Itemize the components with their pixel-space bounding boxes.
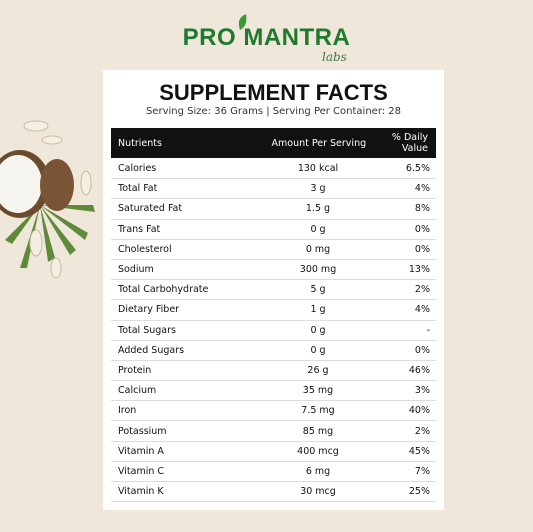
logo-text: PRO MANTRA	[182, 24, 351, 51]
table-cell: Total Sugars	[118, 324, 176, 336]
table-cell: 85 mg	[302, 425, 334, 437]
table-cell: 7.5 mg	[301, 405, 335, 417]
table-row: Total Fat 3 g 4%	[111, 179, 436, 200]
table-cell: Calcium	[118, 385, 157, 397]
table-cell: -	[426, 324, 430, 336]
table-cell: 300 mg	[299, 264, 337, 276]
header-cell: Amount Per Serving	[271, 137, 367, 149]
table-cell: Potassium	[118, 425, 167, 437]
table-cell: 0 g	[310, 324, 326, 336]
table-cell: 45%	[408, 445, 430, 457]
coconut-chip	[23, 120, 49, 132]
table-cell: 0 g	[310, 223, 326, 235]
facts-card: SUPPLEMENT FACTS Serving Size: 36 Grams …	[103, 70, 444, 510]
table-cell: 7%	[414, 465, 430, 477]
table-cell: Added Sugars	[118, 344, 185, 356]
table-cell: 4%	[414, 304, 430, 316]
table-cell: 13%	[408, 264, 430, 276]
table-cell: 0%	[414, 243, 430, 255]
table-row: Calcium 35 mg 3%	[111, 381, 436, 402]
table-cell: Total Fat	[118, 183, 158, 195]
table-cell: Trans Fat	[118, 223, 161, 235]
logo-sub: labs	[322, 50, 347, 64]
table-row: Added Sugars 0 g 0%	[111, 341, 436, 361]
coconut-chip	[80, 170, 92, 196]
facts-table: Nutrients Amount Per Serving % Daily Value…	[111, 128, 436, 503]
table-row: Protein 26 g 46%	[111, 361, 436, 382]
table-row: Vitamin A 400 mcg 45%	[111, 442, 436, 462]
table-cell: Cholesterol	[118, 243, 172, 255]
coconut-shell	[40, 159, 74, 211]
serving: Serving Size: 36 Grams | Serving Per Con…	[145, 106, 402, 117]
header-row: Nutrients Amount Per Serving % Daily Value	[111, 128, 436, 158]
coconut-chip	[41, 135, 63, 145]
header-cell: % Daily Value	[391, 132, 428, 154]
table-row: Vitamin C 6 mg 7%	[111, 462, 436, 482]
table-row: Iron 7.5 mg 40%	[111, 401, 436, 422]
table-row: Saturated Fat 1.5 g 8%	[111, 199, 436, 220]
logo: PRO MANTRA labs	[0, 24, 533, 64]
table-row: Sodium 300 mg 13%	[111, 260, 436, 281]
table-cell: 25%	[408, 486, 430, 498]
table-row: Potassium 85 mg 2%	[111, 421, 436, 442]
table-cell: 1 g	[310, 304, 326, 316]
table-cell: 0 mg	[305, 243, 331, 255]
table-row: Cholesterol 0 mg 0%	[111, 240, 436, 260]
table-cell: Vitamin C	[118, 465, 165, 477]
table-cell: 6 mg	[305, 465, 331, 477]
table-cell: 6.5%	[405, 163, 430, 175]
table-row: Trans Fat 0 g 0%	[111, 220, 436, 240]
table-cell: 35 mg	[302, 385, 334, 397]
header-cell: Nutrients	[118, 137, 162, 149]
table-cell: 4%	[414, 183, 430, 195]
table-cell: Sodium	[118, 264, 154, 276]
table-cell: 0%	[414, 344, 430, 356]
table-row: Calories 130 kcal 6.5%	[111, 159, 436, 180]
table-row: Vitamin K 30 mcg 25%	[111, 482, 436, 503]
table-cell: 5 g	[310, 284, 326, 296]
coconut-chip	[29, 229, 43, 257]
table-cell: Dietary Fiber	[118, 304, 180, 316]
table-cell: 26 g	[307, 364, 329, 376]
table-cell: Saturated Fat	[118, 203, 183, 215]
table-cell: 2%	[414, 425, 430, 437]
table-cell: 0 g	[310, 344, 326, 356]
table-cell: Vitamin A	[118, 445, 164, 457]
table-row: Total Carbohydrate 5 g 2%	[111, 280, 436, 301]
title: SUPPLEMENT FACTS	[159, 80, 388, 105]
table-cell: 130 kcal	[297, 163, 339, 175]
table-cell: Vitamin K	[118, 486, 164, 498]
table-cell: Calories	[118, 163, 157, 175]
table-cell: Protein	[118, 364, 152, 376]
table-cell: 3 g	[310, 183, 326, 195]
table-cell: 0%	[414, 223, 430, 235]
coconut-chip	[50, 257, 62, 279]
table-cell: 3%	[414, 385, 430, 397]
table-row: Total Sugars 0 g -	[111, 321, 436, 341]
table-row: Dietary Fiber 1 g 4%	[111, 300, 436, 321]
table-cell: Iron	[118, 405, 137, 417]
logo-leaf	[238, 14, 247, 30]
table-cell: 30 mcg	[300, 486, 336, 498]
table-cell: 46%	[408, 364, 430, 376]
table-cell: Total Carbohydrate	[118, 284, 209, 296]
table-cell: 40%	[408, 405, 430, 417]
table-cell: 2%	[414, 284, 430, 296]
table-cell: 400 mcg	[297, 445, 339, 457]
coconut-flesh	[0, 155, 42, 213]
table-cell: 8%	[414, 203, 430, 215]
table-cell: 1.5 g	[305, 203, 331, 215]
